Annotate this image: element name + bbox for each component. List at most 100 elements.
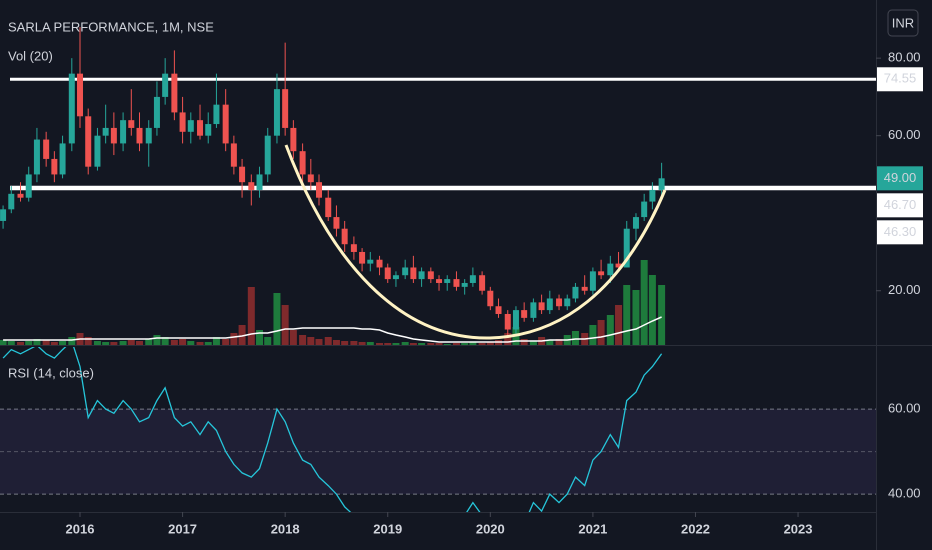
candle-body — [179, 112, 186, 132]
volume-bar — [247, 287, 255, 345]
candle-body — [307, 174, 314, 183]
candle-body — [418, 271, 425, 280]
volume-bar — [392, 343, 400, 345]
candle-body — [264, 135, 271, 175]
candle-body — [564, 298, 571, 307]
volume-bar — [68, 337, 76, 345]
candle-body — [153, 96, 160, 128]
candle-body — [589, 271, 596, 291]
level-label-box — [877, 67, 923, 92]
x-tick-label: 2019 — [373, 521, 402, 536]
candle-body — [51, 158, 58, 175]
last-price-label-box — [877, 166, 923, 191]
volume-bar — [324, 337, 332, 345]
candle-body — [290, 127, 297, 152]
x-tick-label: 2022 — [681, 521, 710, 536]
volume-bar — [153, 335, 161, 345]
candle-body — [658, 178, 665, 190]
candle-body — [110, 127, 117, 144]
volume-bar — [264, 337, 272, 345]
candle-body — [641, 201, 648, 218]
currency-box[interactable] — [887, 9, 919, 37]
volume-bar — [409, 343, 417, 345]
volume-bar — [486, 342, 494, 345]
level-label-box — [877, 193, 923, 218]
volume-ma-line — [3, 316, 662, 343]
candle-body — [59, 143, 66, 175]
candle-body — [43, 139, 50, 159]
candle-body — [538, 302, 545, 311]
volume-bar — [42, 340, 50, 345]
candle-body — [102, 127, 109, 136]
volume-bar — [452, 343, 460, 345]
volume-bar — [7, 341, 15, 345]
candle-body — [598, 271, 605, 276]
volume-bar — [520, 339, 528, 345]
volume-label: Vol (20) — [8, 48, 53, 63]
volume-bar — [640, 260, 648, 345]
candle-body — [359, 251, 366, 264]
volume-bar — [307, 337, 315, 345]
volume-bar — [350, 341, 358, 345]
candle-body — [230, 143, 237, 167]
candle-body — [248, 182, 255, 190]
candle-body — [367, 259, 374, 264]
rsi-label: RSI (14, close) — [8, 365, 94, 380]
candle-body — [25, 174, 32, 198]
candle-body — [461, 282, 468, 287]
volume-bar — [102, 342, 110, 345]
candle-body — [632, 217, 639, 229]
currency[interactable]: INR — [892, 15, 914, 30]
candle-body — [205, 124, 212, 136]
x-tick-label: 2021 — [578, 521, 607, 536]
rsi-line — [2, 347, 663, 512]
candle-body — [410, 267, 417, 280]
volume-bar — [273, 293, 281, 345]
volume-bar — [443, 344, 451, 345]
candle-body — [299, 151, 306, 175]
volume-bar — [376, 343, 384, 345]
volume-bar — [615, 305, 623, 345]
candle-body — [333, 217, 340, 229]
volume-bar — [597, 320, 605, 345]
candle-body — [77, 73, 84, 117]
candle-body — [581, 286, 588, 291]
candle-body — [402, 267, 409, 276]
candle-body — [384, 267, 391, 280]
volume-bar — [546, 340, 554, 345]
candle-body — [239, 166, 246, 183]
volume-bar — [136, 341, 144, 345]
volume-bar — [93, 341, 101, 345]
level-label: 46.70 — [884, 197, 917, 212]
volume-bar — [478, 343, 486, 345]
volume-bar — [256, 330, 264, 345]
volume-bar — [418, 343, 426, 345]
candle-body — [453, 279, 460, 287]
volume-bar — [25, 341, 33, 345]
volume-bar — [179, 339, 187, 345]
volume-bar — [110, 342, 118, 345]
volume-bar — [461, 343, 469, 345]
candle-body — [171, 73, 178, 113]
candle-body — [136, 127, 143, 144]
volume-bar — [196, 342, 204, 345]
candle-body — [17, 193, 24, 198]
candle-body — [256, 174, 263, 190]
candle-body — [469, 275, 476, 283]
volume-bar — [212, 337, 220, 345]
y-tick-label: 80.00 — [888, 50, 921, 65]
volume-bar — [358, 342, 366, 345]
candle-body — [213, 104, 220, 125]
last-price-label: 49.00 — [884, 170, 917, 185]
price-pane — [0, 27, 876, 345]
candle-body — [649, 189, 656, 202]
volume-bar — [315, 339, 323, 345]
volume-bar — [589, 325, 597, 345]
volume-bar — [623, 285, 631, 345]
candle-body — [33, 139, 40, 175]
volume-bar — [84, 337, 92, 345]
volume-bar — [222, 339, 230, 345]
candle-body — [341, 228, 348, 245]
level-label: 46.30 — [884, 224, 917, 239]
